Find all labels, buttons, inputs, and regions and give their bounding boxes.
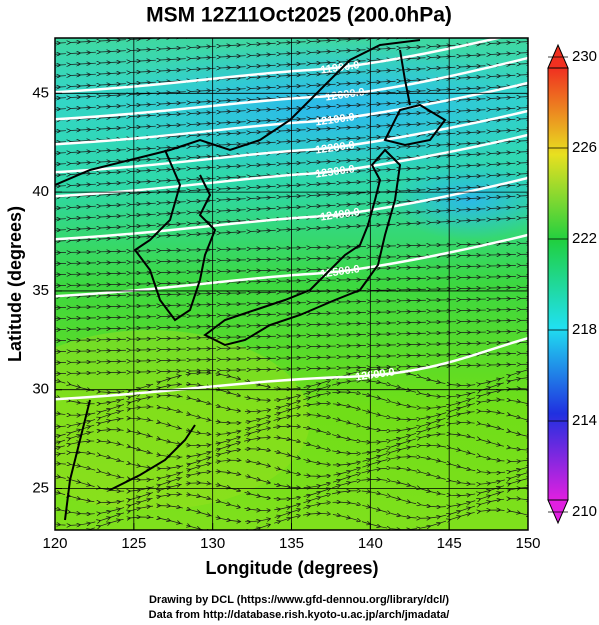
footer-line: Drawing by DCL (https://www.gfd-dennou.o… <box>149 594 449 606</box>
contour-line <box>55 81 528 146</box>
streamline <box>55 254 528 264</box>
contour-line <box>55 176 528 241</box>
coastline <box>109 424 196 491</box>
streamline <box>55 287 528 297</box>
x-axis-label: Longitude (degrees) <box>205 558 378 578</box>
y-tick-label: 25 <box>32 479 49 496</box>
contour-line <box>55 233 528 298</box>
coastlines <box>55 39 447 521</box>
colorbar-tick-label: 218 <box>572 321 597 338</box>
streamline <box>55 243 528 253</box>
contour-label: 11900.0 <box>320 59 360 76</box>
streamline <box>55 217 528 242</box>
colorbar: 210 214 218 222 226 230 <box>547 43 597 525</box>
x-tick-label: 140 <box>358 535 383 552</box>
coastline <box>64 399 91 521</box>
title: MSM 12Z11Oct2025 (200.0hPa) <box>146 4 452 27</box>
x-tick-label: 125 <box>121 535 146 552</box>
contour-line <box>55 133 528 198</box>
x-tick-label: 120 <box>42 535 67 552</box>
colorbar-ticks: 210 214 218 222 226 230 <box>548 48 597 520</box>
contour-label: 12400.0 <box>319 206 360 223</box>
map-field: 11900.0 12000.0 12100.0 12200.0 12300.0 12400… <box>40 38 528 530</box>
streamline <box>55 331 528 341</box>
contour-line <box>55 56 528 121</box>
colorbar-tick-label: 226 <box>572 139 597 156</box>
axes: 120 125 130 135 140 145 150 25 30 35 40 45 <box>32 84 540 552</box>
x-tick-label: 130 <box>200 535 225 552</box>
streamline <box>55 353 528 363</box>
contour-line <box>55 336 528 401</box>
y-axis-label: Latitude (degrees) <box>5 206 25 362</box>
y-tick-label: 35 <box>32 282 49 299</box>
streamline <box>55 309 528 319</box>
contour-label: 12000.0 <box>324 86 365 103</box>
y-tick-label: 45 <box>32 84 49 101</box>
y-tick-label: 40 <box>32 183 49 200</box>
footer-line: Data from http://database.rish.kyoto-u.a… <box>149 609 450 621</box>
coastline <box>399 49 411 106</box>
colorbar-min-triangle <box>547 499 569 525</box>
contour-label: 12100.0 <box>314 111 355 128</box>
contour-label: 12600.0 <box>354 366 395 383</box>
x-tick-label: 150 <box>515 535 540 552</box>
coastline <box>383 103 447 147</box>
streamline <box>55 276 528 286</box>
streamline <box>55 423 528 448</box>
contour-label: 12300.0 <box>314 163 355 180</box>
colorbar-tick-label: 214 <box>572 412 597 429</box>
y-tick-label: 30 <box>32 381 49 398</box>
streamline <box>40 510 528 530</box>
contour-line <box>55 109 528 174</box>
colorbar-tick-label: 230 <box>572 48 597 65</box>
x-tick-label: 145 <box>437 535 462 552</box>
streamline <box>55 298 528 308</box>
field-shading <box>390 160 528 240</box>
colorbar-max-triangle <box>547 43 569 69</box>
colorbar-body <box>547 67 569 501</box>
streamline <box>55 342 528 352</box>
colorbar-tick-label: 222 <box>572 230 597 247</box>
x-tick-label: 135 <box>279 535 304 552</box>
streamline <box>55 265 528 275</box>
coastline <box>133 149 217 322</box>
contour-label: 12200.0 <box>314 139 355 156</box>
streamline <box>55 320 528 330</box>
streamline <box>55 411 528 438</box>
coastline <box>55 39 421 186</box>
colorbar-tick-label: 210 <box>572 503 597 520</box>
contours: 11900.0 12000.0 12100.0 12200.0 12300.0 12400… <box>55 38 528 401</box>
coastline <box>203 148 402 347</box>
grid <box>55 38 528 530</box>
contour-label: 12500.0 <box>319 263 360 280</box>
contour-line <box>55 38 504 94</box>
